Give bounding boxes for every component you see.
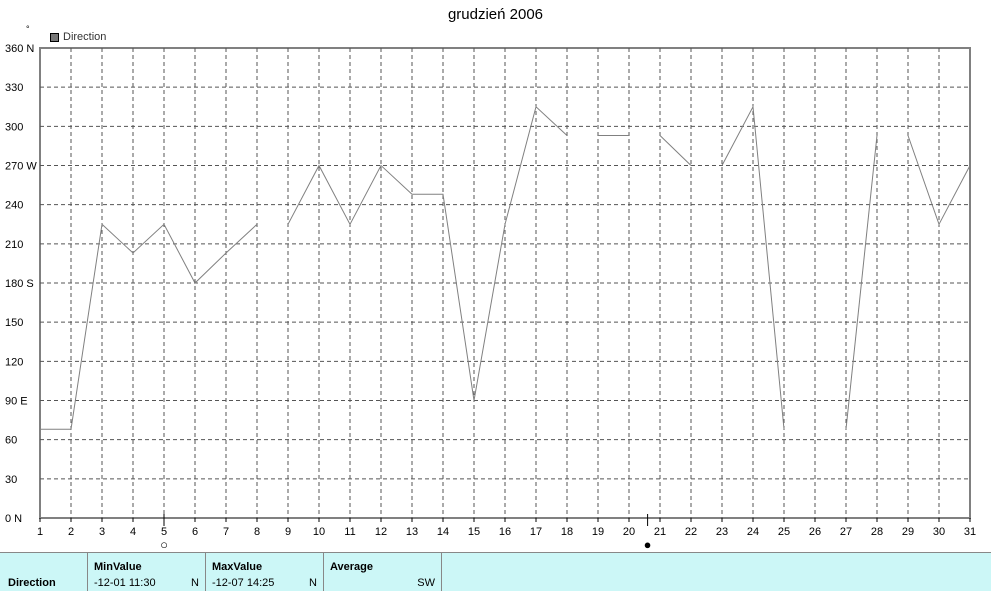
x-tick-label: 27 <box>840 526 852 538</box>
y-tick-label: 180 S <box>5 278 34 290</box>
x-tick-label: 21 <box>654 526 666 538</box>
x-tick-label: 4 <box>130 526 136 538</box>
x-tick-label: 24 <box>747 526 759 538</box>
y-tick-label: 90 E <box>5 396 28 408</box>
stats-avg-value: SW <box>417 577 435 589</box>
y-tick-label: 240 <box>5 200 23 212</box>
x-tick-label: 10 <box>313 526 325 538</box>
stats-min-header: MinValue <box>94 561 142 573</box>
y-tick-label: 120 <box>5 356 23 368</box>
series-line-direction <box>659 135 692 166</box>
stats-min-value: N <box>191 577 199 589</box>
x-tick-label: 19 <box>592 526 604 538</box>
stats-avg-header: Average <box>330 561 374 573</box>
stats-max-cell: MaxValue -12-07 14:25 N <box>206 553 324 591</box>
x-tick-label: 28 <box>871 526 883 538</box>
x-tick-label: 16 <box>499 526 511 538</box>
x-tick-label: 9 <box>285 526 291 538</box>
x-tick-label: 29 <box>902 526 914 538</box>
y-tick-label: 360 N <box>5 43 34 55</box>
x-tick-label: 14 <box>437 526 449 538</box>
y-tick-label: 30 <box>5 474 17 486</box>
x-tick-label: 25 <box>778 526 790 538</box>
x-tick-label: 1 <box>37 526 43 538</box>
legend: Direction <box>50 31 106 43</box>
chart-title: grudzień 2006 <box>447 6 544 23</box>
y-tick-label: 210 <box>5 239 23 251</box>
x-tick-label: 31 <box>964 526 976 538</box>
stats-row-label-cell: Direction <box>0 553 88 591</box>
stats-row-label: Direction <box>8 577 56 589</box>
x-tick-label: 2 <box>68 526 74 538</box>
series-line-direction <box>721 105 785 430</box>
x-tick-label: 18 <box>561 526 573 538</box>
series-line-direction <box>40 223 258 430</box>
stats-max-datetime: -12-07 14:25 <box>212 577 275 589</box>
x-tick-label: 8 <box>254 526 260 538</box>
x-tick-label: 3 <box>99 526 105 538</box>
x-tick-label: 15 <box>468 526 480 538</box>
x-tick-label: 5 <box>161 526 167 538</box>
x-tick-label: 20 <box>623 526 635 538</box>
moon-phase-icon: ○ <box>160 537 168 552</box>
x-tick-label: 7 <box>223 526 229 538</box>
y-tick-label: 150 <box>5 317 23 329</box>
y-tick-label: 300 <box>5 121 23 133</box>
series-line-direction <box>845 135 878 430</box>
series-line-direction <box>287 105 568 401</box>
x-tick-label: 26 <box>809 526 821 538</box>
x-tick-label: 30 <box>933 526 945 538</box>
x-tick-label: 11 <box>344 526 355 538</box>
legend-swatch-direction <box>50 32 59 42</box>
x-tick-label: 17 <box>530 526 542 538</box>
x-tick-label: 6 <box>192 526 198 538</box>
y-tick-label: 0 N <box>5 513 22 525</box>
series-line-direction <box>907 135 971 226</box>
y-tick-label: 60 <box>5 435 17 447</box>
stats-max-header: MaxValue <box>212 561 263 573</box>
moon-phase-icon: ● <box>644 537 652 552</box>
y-tick-label: 330 <box>5 82 23 94</box>
y-tick-label: 270 W <box>5 161 37 173</box>
stats-min-datetime: -12-01 11:30 <box>94 577 156 589</box>
y-unit-label: ° <box>26 24 30 34</box>
x-tick-label: 23 <box>716 526 728 538</box>
stats-avg-cell: Average SW <box>324 553 442 591</box>
stats-table: Direction MinValue -12-01 11:30 N MaxVal… <box>0 552 991 591</box>
stats-max-value: N <box>309 577 317 589</box>
stats-min-cell: MinValue -12-01 11:30 N <box>88 553 206 591</box>
x-tick-label: 13 <box>406 526 418 538</box>
legend-label-direction: Direction <box>63 31 107 43</box>
x-tick-label: 22 <box>685 526 697 538</box>
x-tick-label: 12 <box>375 526 387 538</box>
